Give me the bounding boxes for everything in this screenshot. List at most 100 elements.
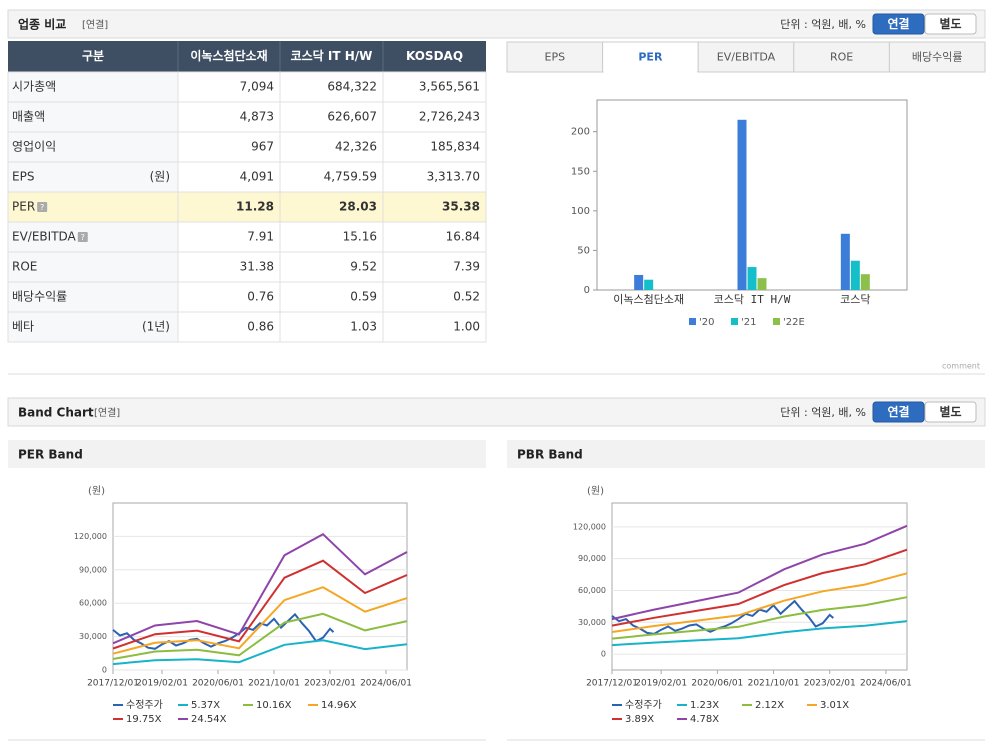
x-tick-label: 2020/06/01 xyxy=(192,679,244,689)
section-header xyxy=(7,397,986,427)
x-tick-label: 2019/02/01 xyxy=(635,679,687,689)
legend-label: 19.75X xyxy=(126,714,162,725)
unit-label: 단위 : 억원, 배, % xyxy=(780,18,866,31)
table-header-bg xyxy=(8,41,486,72)
legend-label: 3.01X xyxy=(820,700,849,711)
tab-label[interactable]: 배당수익률 xyxy=(912,51,963,64)
x-tick-label: 이녹스첨단소재 xyxy=(613,293,684,306)
tab[interactable] xyxy=(697,41,795,73)
series-line xyxy=(112,612,335,650)
comment-link[interactable]: comment xyxy=(942,362,980,371)
y-tick-label: 90,000 xyxy=(79,565,107,574)
tab-label[interactable]: PER xyxy=(638,51,663,64)
panel-header xyxy=(8,440,486,468)
cell-value: 0.76 xyxy=(247,290,274,304)
x-tick-label: 코스닥 IT H/W xyxy=(714,293,791,306)
legend-label: 3.89X xyxy=(625,714,654,725)
row-label: 매출액 xyxy=(12,110,45,124)
row-label: 시가총액 xyxy=(12,80,56,94)
help-icon[interactable] xyxy=(37,202,48,212)
legend-label: '21 xyxy=(741,317,756,328)
cell-value: 42,326 xyxy=(335,140,377,154)
legend-label: 24.54X xyxy=(191,714,227,725)
row-label: ROE xyxy=(12,260,37,274)
tab[interactable] xyxy=(602,41,699,73)
y-tick-label: 30,000 xyxy=(79,632,107,641)
toggle-label[interactable]: 별도 xyxy=(939,16,961,31)
x-tick-label: 2023/02/01 xyxy=(304,679,356,689)
series-line xyxy=(112,559,408,650)
row-unit: (원) xyxy=(150,170,170,184)
cell-value: 0.52 xyxy=(453,290,480,304)
row-label: 영업이익 xyxy=(12,140,56,154)
toggle-button[interactable] xyxy=(924,13,977,35)
y-tick-label: 60,000 xyxy=(79,599,107,608)
panel-header xyxy=(507,440,985,468)
cell-value: 684,322 xyxy=(327,80,377,94)
cell-value: 1.03 xyxy=(350,320,377,334)
cell-value: 7.91 xyxy=(247,230,274,244)
legend-label: 수정주가 xyxy=(625,699,662,711)
tab[interactable] xyxy=(506,41,604,73)
row-label: EV/EBITDA xyxy=(12,230,77,244)
table-header: 이녹스첨단소재 xyxy=(190,48,267,63)
cell-value: 15.16 xyxy=(343,230,377,244)
label-cell xyxy=(7,131,179,163)
cell-value: 185,834 xyxy=(430,140,480,154)
cell-value: 0.59 xyxy=(350,290,377,304)
help-icon-glyph: ? xyxy=(40,203,44,212)
section-header xyxy=(7,9,986,39)
y-tick-label: 30,000 xyxy=(578,618,606,627)
row-unit: (1년) xyxy=(142,320,170,334)
tab[interactable] xyxy=(888,41,986,73)
legend-swatch xyxy=(731,318,738,325)
series-line xyxy=(611,572,908,633)
label-cell xyxy=(7,221,179,253)
cell-value: 4,759.59 xyxy=(324,170,377,184)
series-line xyxy=(611,548,908,627)
label-cell xyxy=(7,101,179,133)
cell-value: 16.84 xyxy=(446,230,480,244)
toggle-button[interactable] xyxy=(872,13,925,35)
toggle-label[interactable]: 별도 xyxy=(939,404,961,419)
cell-value: 4,091 xyxy=(240,170,274,184)
toggle-label[interactable]: 연결 xyxy=(887,16,909,31)
cell-value: 3,565,561 xyxy=(419,80,480,94)
y-unit: (원) xyxy=(587,485,604,497)
x-tick-label: 2019/02/01 xyxy=(136,679,188,689)
cell-value: 28.03 xyxy=(339,200,377,214)
tab-label[interactable]: EV/EBITDA xyxy=(717,51,776,64)
cell-value: 3,313.70 xyxy=(427,170,480,184)
toggle-button[interactable] xyxy=(872,401,925,423)
cell-value: 2,726,243 xyxy=(419,110,480,124)
tab-label[interactable]: ROE xyxy=(830,51,853,64)
table-row xyxy=(7,191,487,223)
series-line xyxy=(112,639,408,666)
legend-label: 5.37X xyxy=(191,700,220,711)
toggle-label[interactable]: 연결 xyxy=(887,404,909,419)
legend-label: '22E xyxy=(783,317,805,328)
panel-title: PER Band xyxy=(18,448,83,462)
table-header: 코스닥 IT H/W xyxy=(291,48,373,63)
y-unit: (원) xyxy=(88,485,105,497)
legend-label: 수정주가 xyxy=(126,699,163,711)
y-tick-label: 100 xyxy=(571,206,590,217)
section-basis: [연결] xyxy=(94,407,120,419)
y-tick-label: 90,000 xyxy=(578,554,606,563)
row-label: 배당수익률 xyxy=(12,290,67,304)
y-tick-label: 50 xyxy=(577,245,590,256)
x-tick-label: 코스닥 xyxy=(840,293,870,306)
toggle-button[interactable] xyxy=(924,401,977,423)
tab-label[interactable]: EPS xyxy=(545,51,566,64)
cell-value: 35.38 xyxy=(442,200,480,214)
unit-label: 단위 : 억원, 배, % xyxy=(780,406,866,419)
series-line xyxy=(611,620,908,647)
y-tick-label: 0 xyxy=(584,285,590,296)
x-tick-label: 2017/12/01 xyxy=(87,679,139,689)
row-label: EPS xyxy=(12,170,34,184)
series-line xyxy=(112,532,408,645)
help-icon[interactable] xyxy=(77,232,88,242)
legend-label: 4.78X xyxy=(690,714,719,725)
bar xyxy=(860,274,870,290)
x-tick-label: 2023/02/01 xyxy=(804,679,856,689)
